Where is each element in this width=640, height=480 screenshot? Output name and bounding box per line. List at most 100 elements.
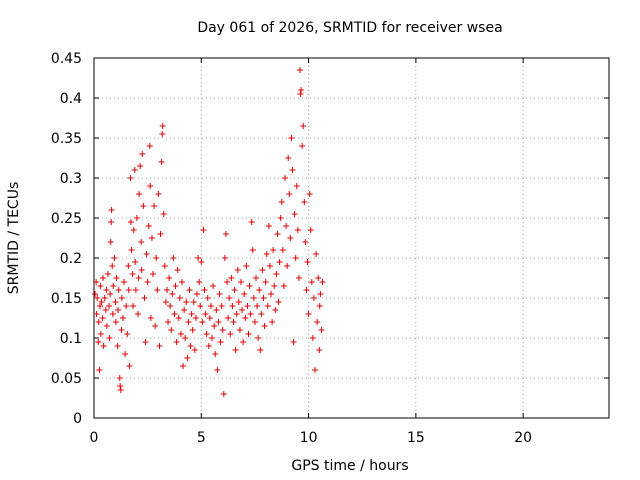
data-point [261, 323, 268, 329]
y-tick-label: 0.4 [60, 91, 82, 107]
data-point [257, 347, 264, 353]
data-point [200, 227, 207, 233]
data-point [192, 315, 199, 321]
y-tick-label: 0.25 [51, 211, 82, 227]
data-point [220, 391, 227, 397]
data-point [132, 259, 139, 265]
data-point [221, 255, 228, 261]
data-point [209, 335, 216, 341]
data-point [204, 295, 211, 301]
data-point [197, 303, 204, 309]
data-point [147, 315, 154, 321]
data-point [289, 167, 296, 173]
data-point [154, 287, 161, 293]
data-point [316, 347, 323, 353]
data-point [302, 239, 309, 245]
data-point [183, 299, 190, 305]
data-point [229, 303, 236, 309]
data-point [100, 275, 107, 281]
data-point [114, 343, 121, 349]
data-point [284, 263, 291, 269]
data-point [184, 355, 191, 361]
data-point [268, 291, 275, 297]
y-tick-label: 0.35 [51, 131, 82, 147]
data-point [130, 303, 137, 309]
data-point [219, 327, 226, 333]
data-point [266, 263, 273, 269]
data-point [96, 367, 103, 373]
data-point [248, 219, 255, 225]
data-point [137, 163, 144, 169]
data-point [175, 315, 182, 321]
data-point [203, 331, 210, 337]
data-point [217, 339, 224, 345]
data-point [107, 239, 114, 245]
data-point [207, 303, 214, 309]
data-point [106, 303, 113, 309]
data-point [103, 287, 110, 293]
data-point [155, 191, 162, 197]
x-tick-labels: 0 5 10 15 20 [90, 430, 533, 446]
data-point [306, 191, 313, 197]
data-point [244, 303, 251, 309]
data-point [116, 375, 123, 381]
data-points [92, 67, 326, 397]
data-point [103, 323, 110, 329]
data-point [196, 279, 203, 285]
data-point [270, 247, 277, 253]
data-point [259, 267, 266, 273]
data-point [100, 343, 107, 349]
data-point [254, 303, 261, 309]
data-point [101, 295, 108, 301]
data-point [312, 367, 319, 373]
y-axis-label: SRMTID / TECUs [6, 182, 22, 295]
data-point [255, 335, 262, 341]
y-tick-label: 0.15 [51, 291, 82, 307]
data-point [97, 331, 104, 337]
data-point [157, 231, 164, 237]
data-point [310, 295, 317, 301]
data-point [195, 255, 202, 261]
data-point [240, 339, 247, 345]
data-point [115, 287, 122, 293]
data-point [127, 175, 134, 181]
y-tick-labels: 0 0.05 0.1 0.15 0.2 0.25 0.3 0.35 0.4 0.45 [51, 51, 82, 427]
data-point [276, 259, 283, 265]
data-point [108, 219, 115, 225]
data-point [272, 307, 279, 313]
data-point [227, 331, 234, 337]
data-point [109, 311, 116, 317]
data-point [303, 287, 310, 293]
data-point [135, 275, 142, 281]
data-point [95, 339, 102, 345]
data-point [191, 347, 198, 353]
data-point [93, 311, 100, 317]
y-tick-label: 0.3 [60, 171, 82, 187]
data-point [97, 283, 104, 289]
data-point [305, 311, 312, 317]
data-point [185, 319, 192, 325]
data-point [279, 247, 286, 253]
data-point [159, 123, 166, 129]
data-point [167, 303, 174, 309]
plot-frame [93, 57, 610, 419]
data-point [283, 223, 290, 229]
data-point [95, 319, 102, 325]
data-point [133, 215, 140, 221]
data-point [148, 235, 155, 241]
data-point [210, 283, 217, 289]
data-point [171, 311, 178, 317]
data-point [256, 287, 263, 293]
data-point [189, 327, 196, 333]
data-point [125, 263, 132, 269]
data-point [225, 315, 232, 321]
data-point [129, 271, 136, 277]
data-point [291, 211, 298, 217]
data-point [299, 143, 306, 149]
data-point [214, 367, 221, 373]
data-point [265, 223, 272, 229]
x-tick-label: 0 [90, 430, 99, 446]
data-point [140, 203, 147, 209]
data-point [297, 91, 304, 97]
data-point [199, 319, 206, 325]
